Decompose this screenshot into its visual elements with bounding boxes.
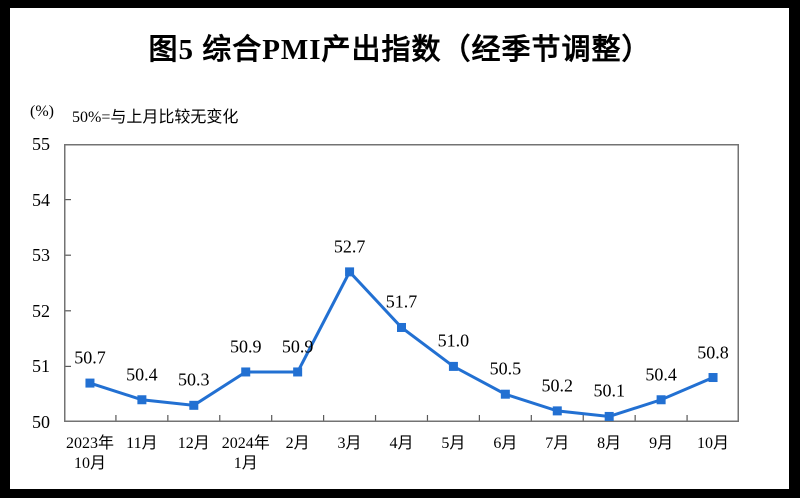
x-axis-tick-label: 10月 <box>697 435 730 452</box>
x-axis: 2023年 10月 11月 12月 2024年 1月 2月 3月 4月 5月 6月 7月 8月 9月 1… <box>64 430 739 478</box>
x-axis-tick-label: 4月 <box>389 435 414 452</box>
data-point-label: 52.7 <box>333 236 366 257</box>
x-axis-tick-label: 2月 <box>285 435 310 452</box>
x-axis-tick-label: 12月 <box>177 435 210 452</box>
x-axis-tick-label: 9月 <box>649 435 674 452</box>
data-point-marker <box>85 378 95 388</box>
data-point-label: 50.7 <box>74 347 106 368</box>
x-axis-tick-label: 2024年 1月 <box>221 435 270 472</box>
data-point-marker <box>656 395 666 405</box>
data-point-marker <box>604 411 614 421</box>
baseline-note: 50%=与上月比较无变化 <box>72 109 239 126</box>
x-axis-tick-label: 11月 <box>126 435 158 452</box>
data-point-marker <box>500 389 510 399</box>
y-axis: 55 54 53 52 51 50 <box>0 134 64 432</box>
y-axis-tick-label: 51 <box>32 356 50 377</box>
data-point-label: 50.5 <box>489 358 522 379</box>
y-axis-tick-label: 54 <box>32 189 50 210</box>
chart-title: 图5 综合PMI产出指数（经季节调整） <box>148 34 652 66</box>
data-point-marker <box>345 267 355 277</box>
data-point-label: 50.3 <box>178 369 210 390</box>
y-axis-tick-label: 52 <box>32 300 50 321</box>
data-point-label: 50.4 <box>645 364 677 385</box>
data-point-label: 50.1 <box>593 380 625 401</box>
x-axis-tick-label: 5月 <box>441 435 466 452</box>
data-point-marker <box>137 395 147 405</box>
data-point-marker <box>241 367 251 377</box>
data-point-marker <box>293 367 303 377</box>
data-point-marker <box>189 400 199 410</box>
plot-border <box>64 144 739 422</box>
y-axis-tick-label: 55 <box>32 134 50 154</box>
y-axis-unit-label: (%) <box>30 103 54 120</box>
x-axis-tick-label: 8月 <box>597 435 622 452</box>
y-axis-tick-label: 53 <box>32 245 50 266</box>
data-point-marker <box>397 322 406 332</box>
x-axis-tick-label: 7月 <box>545 435 570 452</box>
data-point-marker <box>708 373 718 383</box>
data-point-marker <box>552 406 562 416</box>
x-axis-tick-label: 2023年 10月 <box>65 435 114 472</box>
data-point-label: 51.0 <box>437 330 470 351</box>
data-point-label: 51.7 <box>385 291 418 312</box>
x-axis-tick-label: 3月 <box>337 435 362 452</box>
plot-area: 50.7 50.4 50.3 50.9 50.9 52.7 51.7 51.0 50.5 50.2… <box>64 144 739 422</box>
y-axis-tick-label: 50 <box>32 412 50 432</box>
data-point-label: 50.9 <box>229 336 262 357</box>
data-point-label: 50.4 <box>126 364 158 385</box>
data-point-label: 50.8 <box>697 342 729 363</box>
data-point-label: 50.9 <box>281 336 314 357</box>
line-chart-canvas <box>64 144 739 422</box>
x-axis-tick-label: 6月 <box>493 435 518 452</box>
data-point-marker <box>448 361 458 371</box>
data-point-label: 50.2 <box>541 375 574 396</box>
